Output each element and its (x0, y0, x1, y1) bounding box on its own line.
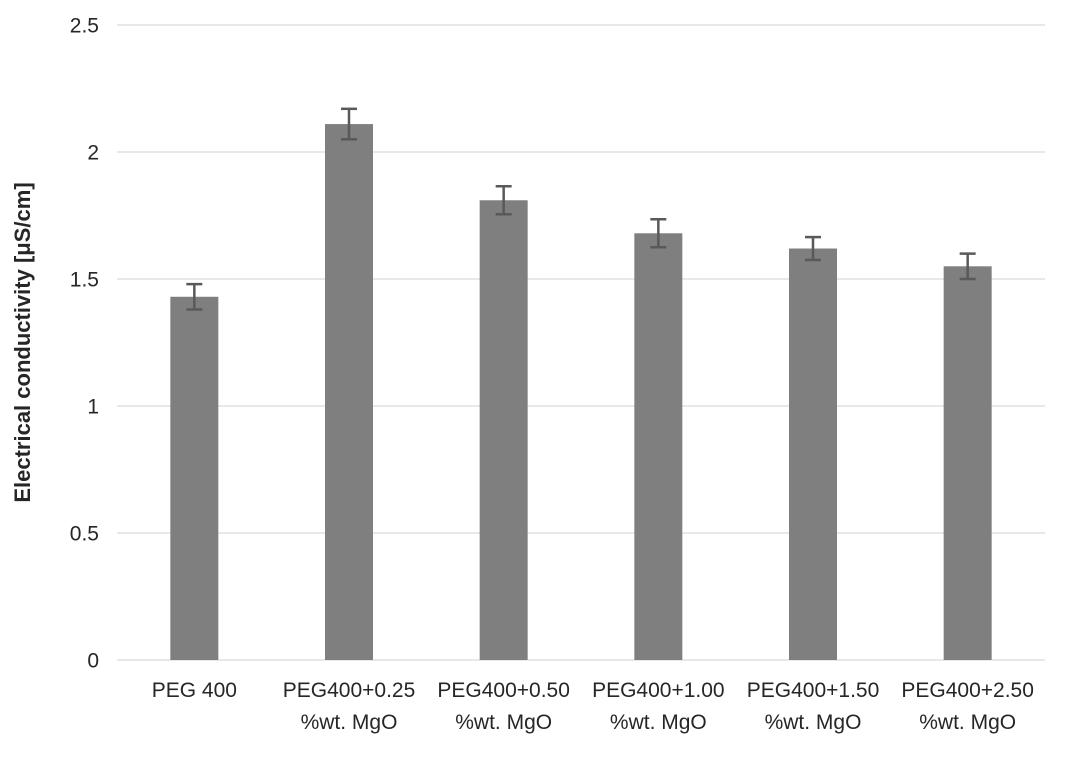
x-tick-label: PEG400+1.00 (592, 679, 725, 702)
x-tick-label: PEG 400 (152, 679, 237, 702)
bar (325, 124, 373, 660)
bar (170, 296, 219, 660)
x-tick-label: PEG400+0.50 (437, 679, 570, 702)
x-tick-label: %wt. MgO (610, 711, 707, 734)
bar (789, 248, 837, 660)
y-tick-label: 0 (87, 649, 99, 672)
y-tick-label: 2 (87, 141, 99, 164)
x-tick-label: %wt. MgO (455, 711, 552, 734)
y-tick-label: 1 (87, 395, 99, 418)
x-tick-label: %wt. MgO (765, 711, 862, 734)
y-tick-label: 0.5 (70, 522, 99, 545)
x-tick-label: %wt. MgO (301, 711, 398, 734)
y-tick-label: 1.5 (70, 268, 99, 291)
y-tick-label: 2.5 (70, 14, 99, 37)
x-tick-label: %wt. MgO (919, 711, 1016, 734)
x-tick-label: PEG400+2.50 (901, 679, 1034, 702)
y-axis-title: Electrical conductivity [μS/cm] (10, 182, 35, 502)
bar (479, 200, 528, 660)
bar (943, 266, 992, 660)
x-tick-label: PEG400+1.50 (747, 679, 880, 702)
bar (634, 233, 683, 660)
x-tick-label: PEG400+0.25 (283, 679, 416, 702)
